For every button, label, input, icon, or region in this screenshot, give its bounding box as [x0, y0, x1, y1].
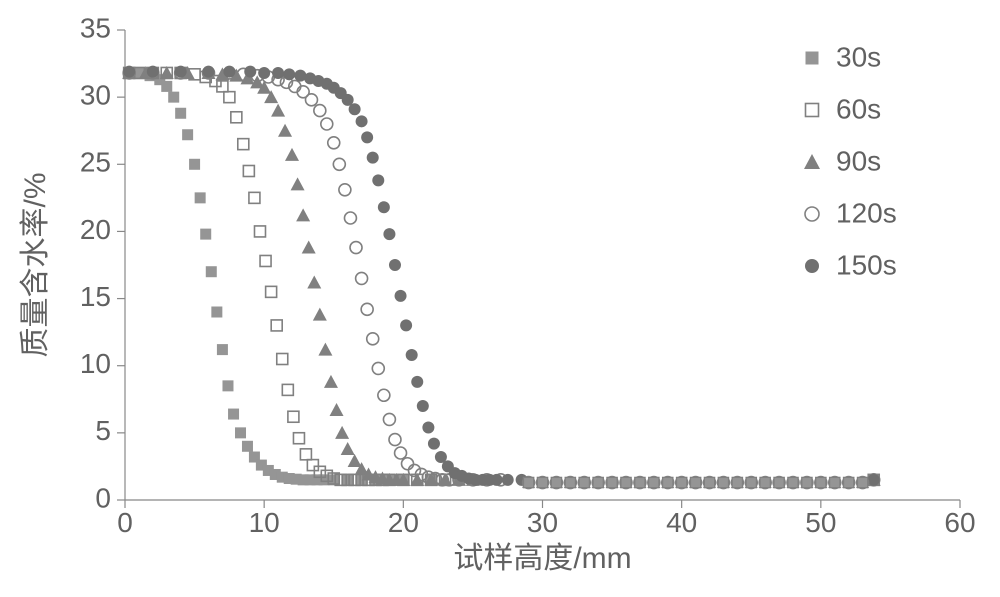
svg-text:10: 10 [80, 348, 111, 379]
legend-label-150s: 150s [836, 249, 897, 280]
svg-text:35: 35 [80, 12, 111, 43]
svg-text:10: 10 [249, 507, 280, 538]
legend-label-60s: 60s [836, 93, 881, 124]
y-axis-title: 质量含水率/% [19, 172, 52, 357]
svg-text:15: 15 [80, 281, 111, 312]
svg-text:50: 50 [805, 507, 836, 538]
svg-text:25: 25 [80, 147, 111, 178]
svg-text:0: 0 [117, 507, 133, 538]
svg-text:5: 5 [95, 415, 111, 446]
legend-label-30s: 30s [836, 41, 881, 72]
svg-text:0: 0 [95, 482, 111, 513]
svg-text:30: 30 [527, 507, 558, 538]
svg-text:20: 20 [80, 214, 111, 245]
svg-text:20: 20 [388, 507, 419, 538]
legend-label-120s: 120s [836, 197, 897, 228]
x-axis-title: 试样高度/mm [453, 542, 631, 575]
svg-text:60: 60 [944, 507, 975, 538]
svg-text:40: 40 [666, 507, 697, 538]
series-tail [522, 476, 869, 489]
moisture-chart: 0 5 10 15 20 25 30 35 0 10 20 30 40 50 60 质量含水率/% 试样高度/m… [0, 0, 1000, 597]
legend-label-90s: 90s [836, 145, 881, 176]
svg-text:30: 30 [80, 80, 111, 111]
